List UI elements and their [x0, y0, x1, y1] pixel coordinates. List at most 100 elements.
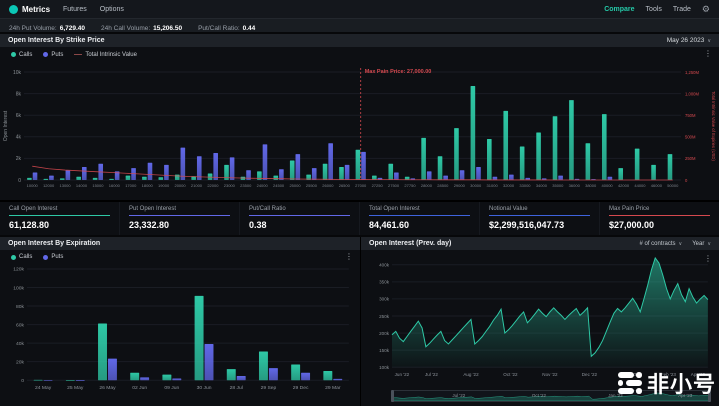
svg-text:26500: 26500	[339, 183, 351, 188]
puts-bar	[301, 372, 311, 381]
calls-bar	[92, 177, 98, 180]
svg-text:Feb '23: Feb '23	[661, 372, 676, 377]
calls-bar	[162, 374, 172, 381]
svg-text:40000: 40000	[602, 183, 614, 188]
svg-text:20k: 20k	[16, 359, 25, 365]
exp-legend-puts-label: Puts	[51, 254, 64, 261]
legend-calls-label: Calls	[19, 51, 33, 58]
svg-text:27500: 27500	[388, 183, 400, 188]
puts-bar	[262, 144, 268, 180]
puts-bar	[229, 157, 235, 180]
expiration-panel-header: Open Interest By Expiration	[0, 237, 360, 250]
svg-text:24000: 24000	[257, 183, 269, 188]
svg-text:40k: 40k	[16, 341, 25, 347]
chevron-down-icon: ∨	[707, 37, 711, 44]
stat-notional-value: $2,299,516,047.73	[489, 220, 565, 230]
calls-bar	[191, 176, 196, 180]
calls-dot-icon	[11, 52, 16, 57]
nav-item-trade[interactable]: Trade	[672, 5, 691, 13]
puts-bar	[180, 147, 186, 180]
svg-text:60k: 60k	[16, 322, 25, 328]
history-kebab-menu-icon[interactable]: ⋮	[704, 254, 712, 263]
calls-bar	[98, 323, 107, 381]
strike-chart: 0 0 2k 250M 4k 500M 6k 750M 8k 1,000M 10k 1,250M 100…	[3, 68, 716, 188]
year-dropdown[interactable]: Year ∨	[692, 241, 711, 247]
date-selector-value: May 26 2023	[666, 37, 705, 44]
contracts-dropdown[interactable]: # of contracts ∨	[640, 241, 683, 247]
expiration-panel: Open Interest By Expiration Calls Puts ⋮…	[0, 237, 360, 406]
stat-putcall-ratio: Put/Call Ratio 0.38	[240, 202, 360, 235]
calls-bar	[355, 149, 361, 180]
navigator-handle-left[interactable]	[391, 390, 394, 402]
puts-dot-icon	[43, 254, 49, 260]
calls-bar	[454, 128, 459, 180]
puts-bar	[164, 164, 169, 180]
stat-notional-label: Notional Value	[489, 206, 590, 216]
puts-bar	[328, 143, 333, 180]
svg-text:29 Sep: 29 Sep	[261, 385, 277, 391]
exp-legend-calls[interactable]: Calls	[11, 254, 32, 260]
calls-bar	[27, 177, 32, 180]
strike-legend: Calls Puts Total Intrinsic Value ⋮	[0, 47, 719, 58]
nav-item-futures[interactable]: Futures	[63, 5, 87, 13]
brand[interactable]: Metrics	[9, 4, 50, 14]
history-panel-title: Open Interest (Prev. day)	[369, 240, 452, 247]
svg-text:15000: 15000	[92, 183, 104, 188]
legend-calls[interactable]: Calls	[11, 52, 32, 58]
puts-bar	[107, 358, 117, 381]
calls-bar	[536, 132, 541, 180]
watermark-text: 非小号	[646, 373, 716, 398]
calls-bar	[109, 178, 114, 180]
calls-bar	[519, 146, 525, 180]
svg-text:0: 0	[685, 178, 688, 183]
expiration-chart: 0 20k 40k 60k 80k 100k 120k 24 May 25 May 26 May 0…	[13, 267, 349, 391]
nav-item-compare[interactable]: Compare	[604, 5, 635, 13]
svg-text:18000: 18000	[142, 183, 154, 188]
gear-icon[interactable]: ⚙	[701, 3, 710, 14]
svg-text:19000: 19000	[158, 183, 170, 188]
exp-legend-puts[interactable]: Puts	[43, 254, 63, 260]
svg-text:29000: 29000	[454, 183, 466, 188]
calls-bar	[289, 160, 295, 180]
svg-text:28 Jul: 28 Jul	[230, 385, 243, 391]
svg-text:Oct '22: Oct '22	[503, 372, 518, 377]
nav-item-options[interactable]: Options	[99, 5, 124, 13]
legend-puts-label: Puts	[51, 51, 64, 58]
svg-text:200k: 200k	[379, 331, 390, 336]
svg-text:38000: 38000	[585, 183, 597, 188]
svg-text:12000: 12000	[43, 183, 55, 188]
call-volume-value: 15,206.50	[153, 24, 183, 32]
chart-range-navigator[interactable]: Jul '22 Oct '22 Jan '23 Apr '23	[391, 390, 711, 402]
bottom-row: Open Interest By Expiration Calls Puts ⋮…	[0, 237, 719, 406]
svg-text:4k: 4k	[16, 135, 22, 141]
calls-bar	[667, 154, 673, 180]
svg-text:33000: 33000	[519, 183, 531, 188]
legend-intrinsic[interactable]: Total Intrinsic Value	[74, 52, 137, 58]
svg-text:10000: 10000	[27, 183, 39, 188]
puts-bar	[49, 175, 54, 180]
legend-puts[interactable]: Puts	[43, 52, 63, 58]
svg-text:1,250M: 1,250M	[685, 70, 699, 75]
puts-bar	[476, 167, 481, 180]
navigator-handle-right[interactable]	[708, 390, 711, 402]
calls-bar	[273, 175, 279, 180]
svg-text:29 Dec: 29 Dec	[293, 385, 309, 391]
puts-bar	[311, 168, 317, 180]
svg-text:35000: 35000	[552, 183, 564, 188]
svg-text:24500: 24500	[273, 183, 285, 188]
expiration-kebab-menu-icon[interactable]: ⋮	[345, 252, 353, 261]
nav-item-tools[interactable]: Tools	[645, 5, 662, 13]
svg-text:21000: 21000	[191, 183, 203, 188]
put-volume-label: 24h Put Volume:	[9, 24, 57, 32]
svg-text:250M: 250M	[685, 156, 696, 161]
stat-max-pain-value: $27,000.00	[609, 220, 655, 230]
strike-kebab-menu-icon[interactable]: ⋮	[704, 49, 712, 58]
watermark: 非小号	[617, 367, 716, 399]
svg-text:27750: 27750	[404, 183, 416, 188]
calls-bar	[323, 370, 333, 381]
calls-bar	[470, 86, 476, 180]
svg-text:16000: 16000	[109, 183, 121, 188]
date-selector[interactable]: May 26 2023 ∨	[667, 37, 711, 44]
stat-total-oi-value: 84,461.60	[369, 220, 410, 230]
svg-text:Apr '23: Apr '23	[691, 372, 706, 377]
